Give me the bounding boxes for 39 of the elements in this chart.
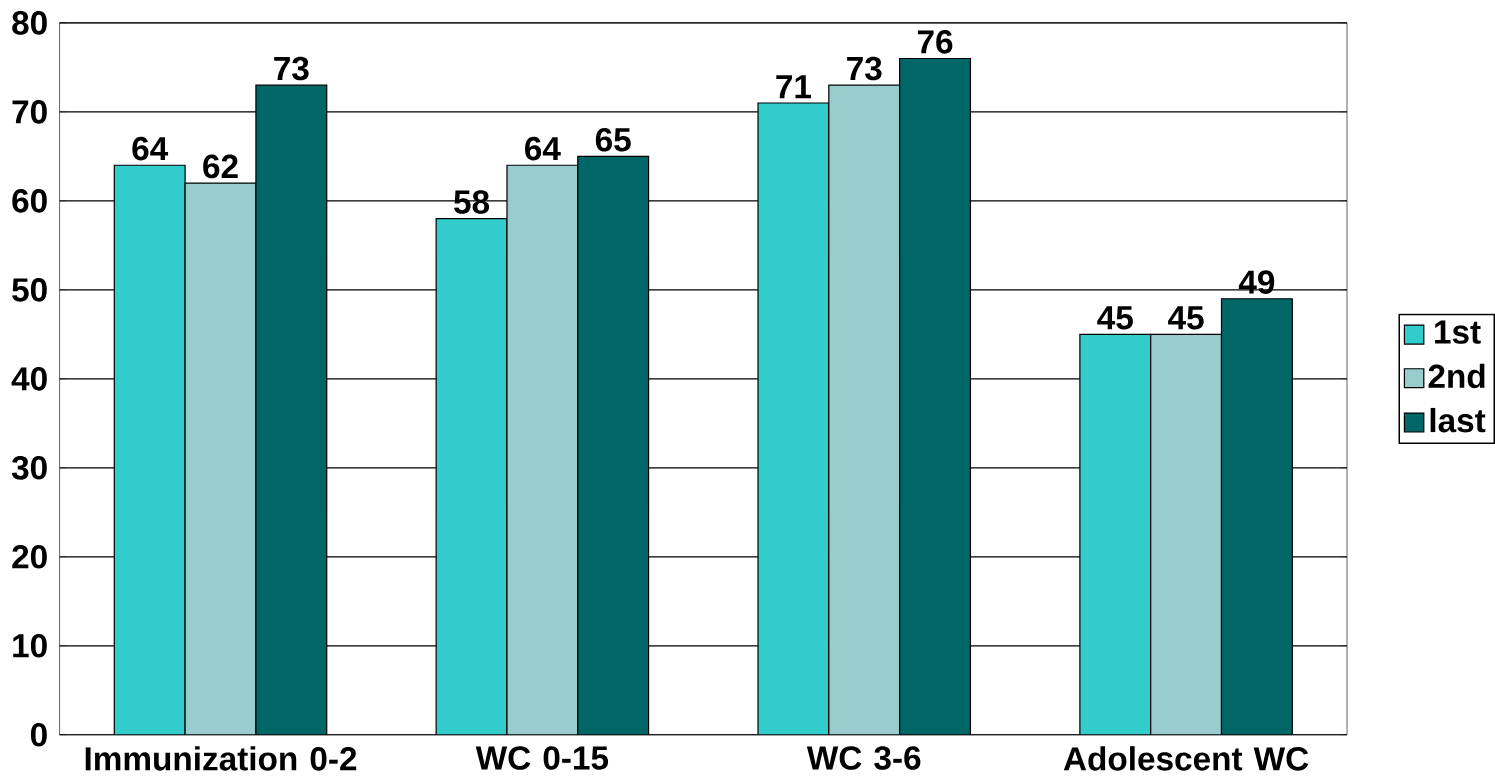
y-tick-label: 70: [12, 100, 47, 124]
bar: [1150, 333, 1223, 735]
bar: [1220, 298, 1293, 735]
bar: [113, 164, 186, 735]
bar: [757, 102, 830, 735]
bar: [577, 155, 650, 735]
data-label: 45: [1168, 306, 1204, 330]
bar: [828, 84, 901, 735]
data-label: 76: [917, 30, 953, 54]
bar: [899, 58, 972, 735]
y-tick-label: 40: [11, 367, 47, 391]
x-tick-label: Immunization 0-2: [85, 746, 357, 771]
x-tick-label: WC 3-6: [806, 746, 921, 770]
bar: [255, 84, 328, 735]
y-tick-label: 30: [11, 456, 47, 480]
bar: [1079, 333, 1152, 735]
data-label: 62: [203, 154, 238, 179]
data-label: 45: [1097, 306, 1133, 330]
y-tick-label: 50: [12, 278, 47, 302]
y-tick-label: 20: [12, 545, 47, 569]
y-tick-label: 80: [12, 11, 47, 35]
data-label: 64: [525, 136, 561, 161]
data-label: 73: [274, 56, 309, 81]
legend-label: last: [1430, 408, 1486, 433]
y-tick-label: 0: [30, 723, 47, 747]
bar: [184, 182, 257, 735]
bar: [435, 218, 508, 735]
legend-label: 2nd: [1428, 363, 1485, 389]
data-label: 71: [776, 75, 812, 99]
data-label: 65: [595, 128, 631, 152]
y-tick-label: 10: [13, 634, 47, 658]
y-tick-label: 60: [12, 189, 47, 213]
x-tick-label: Adolescent WC: [1063, 746, 1309, 771]
data-label: 73: [847, 56, 882, 81]
x-tick-label: WC 0-15: [475, 746, 609, 770]
bar: [506, 164, 579, 735]
legend-label: 1st: [1435, 320, 1481, 344]
data-label: 49: [1238, 270, 1275, 295]
data-label: 64: [132, 136, 169, 161]
